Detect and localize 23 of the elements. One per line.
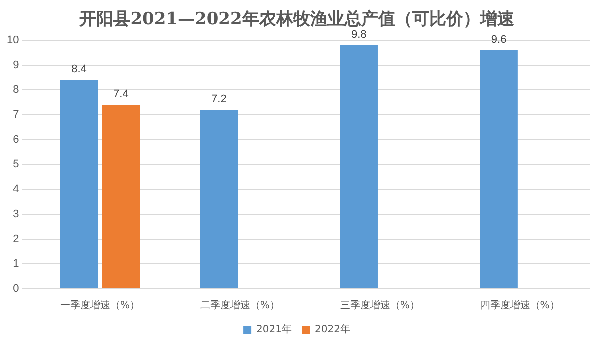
x-tick-label: 三季度增速（%） — [340, 300, 420, 312]
x-tick-label: 一季度增速（%） — [60, 300, 140, 312]
y-tick-label: 1 — [13, 258, 20, 270]
y-tick-label: 4 — [13, 184, 20, 196]
y-tick-label: 0 — [13, 283, 20, 296]
y-tick-label: 3 — [13, 208, 20, 220]
data-label: 8.4 — [72, 64, 87, 76]
y-tick-label: 7 — [13, 109, 20, 122]
legend-label: 2022年 — [315, 324, 350, 336]
data-label: 9.6 — [491, 34, 507, 46]
legend-label: 2021年 — [256, 324, 292, 336]
data-label: 7.2 — [212, 94, 227, 106]
data-label: 9.8 — [351, 28, 367, 41]
x-tick-label: 四季度增速（%） — [480, 300, 560, 312]
y-tick-label: 9 — [13, 59, 20, 72]
y-tick-label: 5 — [13, 158, 20, 171]
y-tick-label: 2 — [13, 233, 20, 246]
y-tick-label: 6 — [13, 134, 20, 146]
y-tick-label: 10 — [6, 34, 20, 46]
x-tick-label: 二季度增速（%） — [200, 300, 280, 312]
y-tick-label: 8 — [13, 84, 20, 96]
chart-title: 开阳县2021—2022年农林牧渔业总产值（可比价）增速 — [78, 10, 514, 30]
data-label: 7.4 — [114, 88, 129, 101]
